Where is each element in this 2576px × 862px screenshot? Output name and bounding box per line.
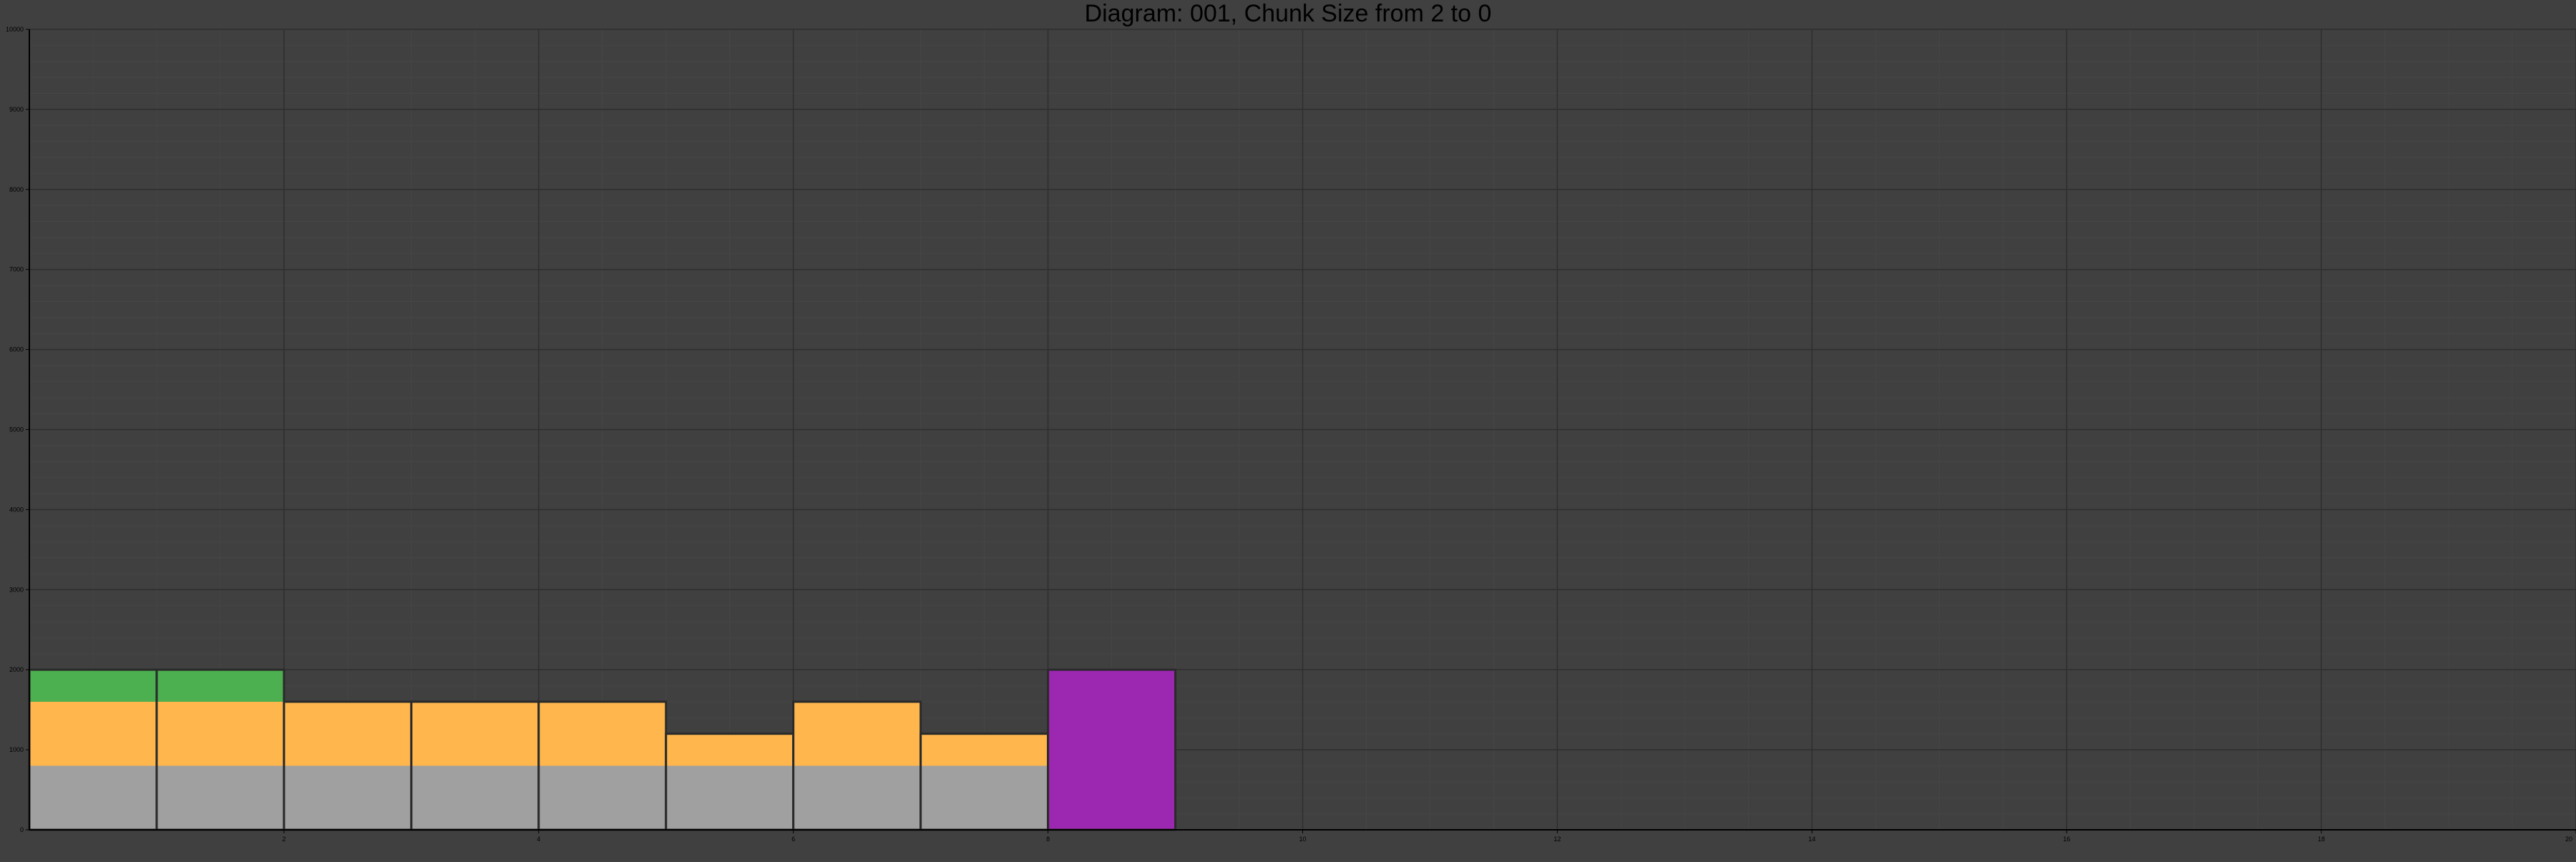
- bar-segment: [29, 701, 157, 766]
- x-tick-label: 12: [1553, 836, 1561, 843]
- bar-segment: [411, 701, 539, 766]
- x-tick-label: 16: [2063, 836, 2070, 843]
- bar-segment: [793, 701, 921, 766]
- x-tick-label: 2: [282, 836, 286, 843]
- bar-segment: [920, 733, 1048, 766]
- bars: [28, 668, 1177, 831]
- bar-6: [665, 733, 795, 831]
- x-tick-label: 4: [537, 836, 540, 843]
- bar-4: [410, 700, 540, 831]
- bar-9: [1047, 668, 1177, 831]
- y-tick-label: 0: [20, 826, 24, 833]
- bar-segment: [156, 670, 284, 702]
- tick-labels: 0 1000 2000 3000 4000 5000 6000 7000 8000 9000 100…: [6, 26, 2576, 843]
- x-tick-label: 14: [1808, 836, 1815, 843]
- bar-segment: [793, 765, 921, 830]
- chart-title: Diagram: 001, Chunk Size from 2 to 0: [1085, 0, 1492, 27]
- y-tick-label: 9000: [9, 106, 24, 113]
- bar-8: [919, 733, 1050, 831]
- x-tick-label: 20: [2565, 836, 2572, 843]
- y-tick-label: 2000: [9, 666, 24, 673]
- y-tick-label: 3000: [9, 586, 24, 593]
- bar-segment: [920, 765, 1048, 830]
- bar-segment: [283, 765, 411, 830]
- x-tick-label: 6: [791, 836, 795, 843]
- y-tick-label: 1000: [9, 746, 24, 753]
- bar-segment: [156, 765, 284, 830]
- bar-2: [155, 668, 286, 831]
- y-tick-label: 4000: [9, 506, 24, 513]
- bar-segment: [411, 765, 539, 830]
- y-tick-label: 10000: [6, 26, 24, 33]
- x-tick-label: 10: [1299, 836, 1306, 843]
- y-tick-label: 5000: [9, 426, 24, 434]
- x-tick-label: 8: [1046, 836, 1050, 843]
- bar-segment: [538, 765, 666, 830]
- bar-segment: [1048, 670, 1176, 830]
- bar-segment: [29, 670, 157, 702]
- bar-segment: [665, 733, 794, 766]
- bar-5: [537, 700, 668, 831]
- y-tick-label: 8000: [9, 186, 24, 193]
- y-tick-label: 7000: [9, 266, 24, 273]
- bar-segment: [156, 701, 284, 766]
- y-tick-label: 6000: [9, 346, 24, 353]
- bar-segment: [283, 701, 411, 766]
- bar-1: [28, 668, 158, 831]
- x-tick-label: 18: [2318, 836, 2325, 843]
- bar-3: [283, 700, 413, 831]
- bar-7: [792, 700, 922, 831]
- bar-segment: [665, 765, 794, 830]
- bar-segment: [29, 765, 157, 830]
- bar-segment: [538, 701, 666, 766]
